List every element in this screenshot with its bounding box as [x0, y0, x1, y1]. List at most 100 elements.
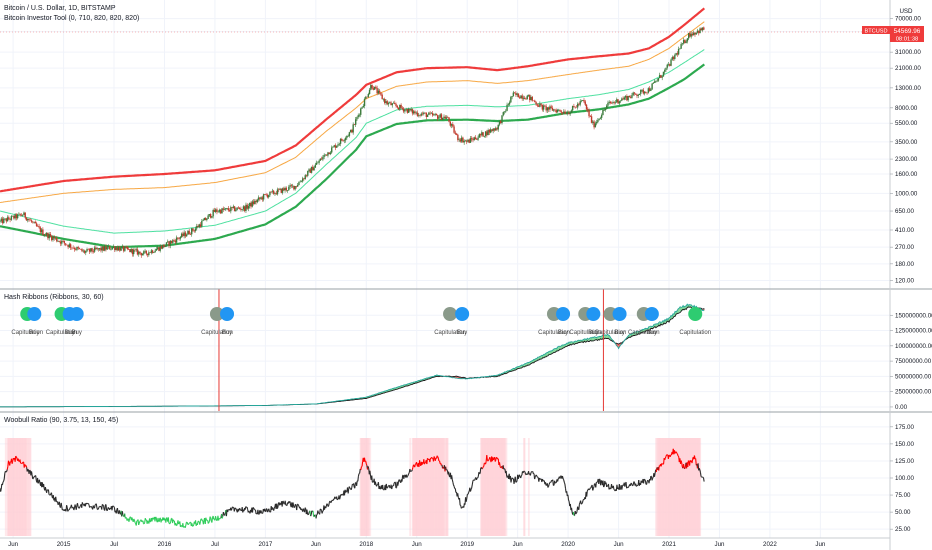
- price-candle-body: [324, 154, 327, 156]
- price-candle-body: [114, 246, 116, 251]
- woobull-high-zone: [21, 438, 23, 536]
- symbol-title[interactable]: Bitcoin / U.S. Dollar, 1D, BITSTAMP: [4, 5, 116, 12]
- woobull-tick-label[interactable]: 100.00: [895, 475, 914, 482]
- price-tick-label[interactable]: 31000.00: [895, 49, 921, 56]
- gray-marker-dot[interactable]: [443, 307, 458, 321]
- buy-marker-dot[interactable]: [644, 307, 659, 321]
- time-tick-label[interactable]: 2015: [57, 541, 71, 548]
- woobull-tick-label[interactable]: 125.00: [895, 458, 914, 465]
- time-axis-labels[interactable]: Jun 2015 Jul 2016 Jul 2017 Jun 2018 Jun 2019 Jun 20…: [8, 541, 826, 548]
- hash-tick-label[interactable]: 125000000.00: [895, 328, 932, 335]
- woobull-line-segment: [595, 482, 597, 488]
- price-candle-body: [23, 212, 25, 216]
- woobull-high-zone: [415, 438, 418, 536]
- woobull-panel[interactable]: [0, 438, 705, 536]
- buy-marker-dot[interactable]: [586, 307, 601, 321]
- woobull-line-segment: [563, 479, 565, 483]
- price-candle-body: [356, 117, 358, 120]
- capitulation-marker-dot[interactable]: [688, 307, 703, 321]
- woobull-high-zone: [432, 438, 435, 536]
- time-tick-label[interactable]: 2020: [561, 541, 575, 548]
- price-tick-label[interactable]: 1000.00: [895, 190, 918, 197]
- price-axis-labels[interactable]: 70000.0051000.0031000.0021000.0013000.00…: [890, 16, 921, 285]
- buy-marker-dot[interactable]: [27, 307, 42, 321]
- woobull-line-segment: [340, 493, 343, 496]
- price-candle-body: [341, 139, 343, 141]
- price-tick-label[interactable]: 5500.00: [895, 120, 918, 127]
- buy-marker-dot[interactable]: [455, 307, 470, 321]
- hash-tick-label[interactable]: 75000000.00: [895, 358, 932, 365]
- price-candle-body: [680, 44, 682, 49]
- time-tick-label[interactable]: 2016: [158, 541, 172, 548]
- price-candle-body: [100, 248, 102, 251]
- price-tick-label[interactable]: 70000.00: [895, 16, 921, 23]
- time-tick-label[interactable]: 2019: [460, 541, 474, 548]
- woobull-high-zone: [488, 438, 491, 536]
- woobull-line-segment: [361, 461, 364, 467]
- time-tick-label[interactable]: Jul: [110, 541, 118, 548]
- time-tick-label[interactable]: Jun: [311, 541, 322, 548]
- hash-ribbons-legend[interactable]: Hash Ribbons (Ribbons, 30, 60): [4, 294, 104, 301]
- price-candle-body: [11, 215, 14, 217]
- time-tick-label[interactable]: Jun: [714, 541, 725, 548]
- price-panel[interactable]: [0, 7, 890, 258]
- price-tick-label[interactable]: 410.00: [895, 227, 914, 234]
- price-candle-body: [643, 91, 646, 94]
- woobull-axis-labels[interactable]: 175.00 150.00 125.00 100.00 75.00 50.00 25.00: [890, 424, 914, 533]
- woobull-high-zone: [419, 438, 422, 536]
- hash-tick-label[interactable]: 150000000.00: [895, 312, 932, 319]
- price-tick-label[interactable]: 13000.00: [895, 85, 921, 92]
- woobull-legend[interactable]: Woobull Ratio (90, 3.75, 13, 150, 45): [4, 417, 118, 424]
- price-candle-body: [312, 166, 314, 171]
- investor-tool-legend[interactable]: Bitcoin Investor Tool (0, 710, 820, 820,…: [4, 15, 139, 22]
- price-candle-body: [606, 105, 608, 109]
- hash-tick-label[interactable]: 0.00: [895, 404, 908, 411]
- price-tick-label[interactable]: 180.00: [895, 261, 914, 268]
- price-tick-label[interactable]: 1600.00: [895, 171, 918, 178]
- hash-tick-label[interactable]: 50000000.00: [895, 373, 932, 380]
- time-tick-label[interactable]: Jun: [815, 541, 826, 548]
- price-candle-body: [134, 249, 136, 251]
- price-candle-body: [407, 108, 410, 113]
- buy-marker-label: Buy: [222, 330, 232, 336]
- gray-marker-dot[interactable]: [209, 307, 224, 321]
- time-tick-label[interactable]: 2021: [662, 541, 676, 548]
- time-tick-label[interactable]: Jun: [513, 541, 524, 548]
- time-tick-label[interactable]: Jun: [614, 541, 625, 548]
- time-tick-label[interactable]: 2022: [763, 541, 777, 548]
- price-candle-body: [0, 218, 2, 221]
- price-tick-label[interactable]: 120.00: [895, 278, 914, 285]
- price-badge-bg: [890, 26, 924, 42]
- woobull-tick-label[interactable]: 150.00: [895, 441, 914, 448]
- buy-marker-dot[interactable]: [612, 307, 627, 321]
- buy-marker-dot[interactable]: [556, 307, 571, 321]
- price-candle-body: [168, 241, 170, 246]
- time-tick-label[interactable]: 2017: [259, 541, 273, 548]
- price-tick-label[interactable]: 8000.00: [895, 105, 918, 112]
- woobull-tick-label[interactable]: 75.00: [895, 492, 911, 499]
- price-tick-label[interactable]: 3500.00: [895, 139, 918, 146]
- buy-marker-dot[interactable]: [69, 307, 84, 321]
- price-tick-label[interactable]: 21000.00: [895, 65, 921, 72]
- price-candle-body: [63, 240, 66, 244]
- price-tick-label[interactable]: 2300.00: [895, 156, 918, 163]
- buy-marker-dot[interactable]: [220, 307, 235, 321]
- time-tick-label[interactable]: Jun: [8, 541, 19, 548]
- price-candle-body: [317, 162, 319, 164]
- woobull-tick-label[interactable]: 175.00: [895, 424, 914, 431]
- time-tick-label[interactable]: Jun: [412, 541, 423, 548]
- price-tick-label[interactable]: 650.00: [895, 208, 914, 215]
- woobull-tick-label[interactable]: 25.00: [895, 526, 911, 533]
- price-tick-label[interactable]: 270.00: [895, 244, 914, 251]
- price-candle-body: [592, 121, 594, 123]
- hash-tick-label[interactable]: 25000000.00: [895, 389, 932, 396]
- woobull-tick-label[interactable]: 50.00: [895, 509, 911, 516]
- price-candle-body: [250, 202, 252, 207]
- price-candle-body: [357, 115, 359, 118]
- price-candle-body: [130, 248, 132, 253]
- hash-axis-labels[interactable]: 150000000.00 125000000.00 100000000.00 7500…: [890, 312, 932, 411]
- hash-tick-label[interactable]: 100000000.00: [895, 343, 932, 350]
- time-tick-label[interactable]: 2018: [359, 541, 373, 548]
- time-tick-label[interactable]: Jul: [211, 541, 219, 548]
